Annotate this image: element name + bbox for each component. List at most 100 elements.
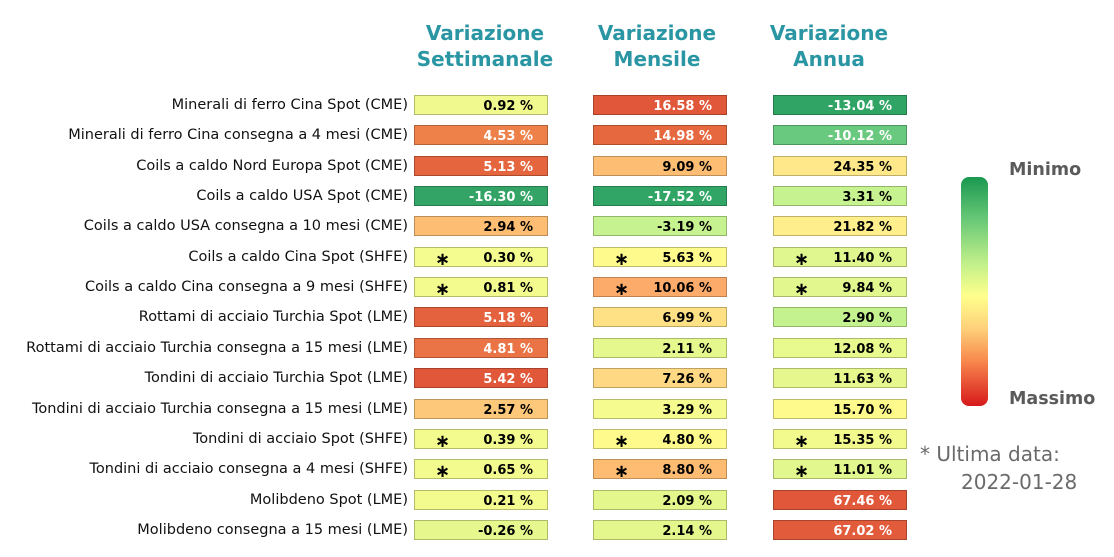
heatmap-cell: 67.46 % <box>773 489 907 510</box>
column-header: Variazione Settimanale <box>395 20 575 72</box>
heatmap-cell: 11.63 % <box>773 368 907 389</box>
column-header-line: Variazione <box>597 21 717 45</box>
heatmap-cell: 15.70 % <box>773 398 907 419</box>
heatmap-cell: 0.92 % <box>414 95 548 115</box>
heatmap-cell: ∗ 4.80 % <box>593 428 727 452</box>
cell-value: -13.04 % <box>827 99 892 114</box>
column-header-line: Mensile <box>613 47 701 71</box>
cell-value: 11.01 % <box>833 463 892 479</box>
cell-value: 0.65 % <box>483 463 533 479</box>
cell-value: 12.08 % <box>833 341 892 357</box>
heatmap-cell: 67.02 % <box>773 519 907 540</box>
heatmap-cell: ∗ 0.81 % <box>414 277 548 301</box>
cell-value: -0.26 % <box>477 523 533 539</box>
heatmap-cell: 2.11 % <box>593 337 727 358</box>
color-scale-bar <box>961 177 988 406</box>
heatmap-cell: 2.09 % <box>593 489 727 510</box>
cell-value: 4.81 % <box>483 341 533 357</box>
last-date-marker: ∗ <box>794 248 810 270</box>
cell-value: 0.39 % <box>483 432 533 448</box>
cell-value: 2.57 % <box>483 402 533 418</box>
row-label: Coils a caldo Nord Europa Spot (CME) <box>136 157 408 174</box>
last-date-value: 2022-01-28 <box>961 470 1078 494</box>
cell-value: 2.11 % <box>662 341 712 357</box>
heatmap-cell: -0.26 % <box>414 519 548 540</box>
cell-value: -17.52 % <box>647 190 712 206</box>
cell-value: 0.21 % <box>483 493 533 509</box>
heatmap-cell: -10.12 % <box>773 125 907 146</box>
cell-value: 0.30 % <box>483 250 533 266</box>
heatmap-cell: -16.30 % <box>414 186 548 207</box>
cell-value: 6.99 % <box>662 311 712 327</box>
heatmap-cell: 16.58 % <box>593 95 727 115</box>
heatmap-cell: 2.90 % <box>773 307 907 328</box>
heatmap-cell: 24.35 % <box>773 155 907 176</box>
column-header-line: Variazione <box>769 21 889 45</box>
cell-value: 2.90 % <box>842 311 892 327</box>
cell-value: 5.18 % <box>483 311 533 327</box>
cell-value: 15.70 % <box>833 402 892 418</box>
last-date-marker: ∗ <box>435 279 451 301</box>
heatmap-cell: 9.09 % <box>593 155 727 176</box>
heatmap-cell: 2.94 % <box>414 216 548 237</box>
last-date-marker: ∗ <box>435 248 451 270</box>
cell-value: 0.92 % <box>483 99 533 114</box>
cell-value: 16.58 % <box>653 99 712 114</box>
row-label: Tondini di acciaio Turchia consegna a 15… <box>31 400 408 417</box>
cell-value: 2.94 % <box>483 220 533 236</box>
cell-value: 5.42 % <box>483 372 533 388</box>
heatmap-cell: 4.81 % <box>414 337 548 358</box>
heatmap-cell: 21.82 % <box>773 216 907 237</box>
heatmap-cell: 7.26 % <box>593 368 727 389</box>
cell-value: 8.80 % <box>662 463 712 479</box>
heatmap-cell: 5.13 % <box>414 155 548 176</box>
last-date-marker: ∗ <box>614 430 630 452</box>
row-label: Minerali di ferro Cina Spot (CME) <box>171 97 408 113</box>
row-label: Coils a caldo USA Spot (CME) <box>196 188 408 205</box>
legend-max-label: Massimo <box>1009 389 1096 409</box>
heatmap-cell: ∗ 8.80 % <box>593 459 727 483</box>
row-label: Tondini di acciaio Spot (SHFE) <box>192 430 408 447</box>
cell-value: 4.80 % <box>662 432 712 448</box>
cell-value: 67.02 % <box>833 523 892 539</box>
row-label: Coils a caldo USA consegna a 10 mesi (CM… <box>83 218 408 235</box>
heatmap-cell: 2.14 % <box>593 519 727 540</box>
heatmap-cell: ∗ 15.35 % <box>773 428 907 452</box>
last-date-marker: ∗ <box>794 461 810 483</box>
heatmap-cell: 12.08 % <box>773 337 907 358</box>
row-label: Tondini di acciaio consegna a 4 mesi (SH… <box>89 461 409 478</box>
cell-value: 11.63 % <box>833 372 892 388</box>
column-header-line: Annua <box>793 47 865 71</box>
last-date-marker: ∗ <box>614 461 630 483</box>
heatmap-cell: ∗ 0.39 % <box>414 428 548 451</box>
column-header: Variazione Annua <box>739 20 919 72</box>
row-label: Rottami di acciaio Turchia Spot (LME) <box>138 309 408 326</box>
last-date-marker: ∗ <box>435 461 451 483</box>
cell-value: 24.35 % <box>833 159 892 175</box>
cell-value: 9.09 % <box>662 159 712 175</box>
cell-value: -16.30 % <box>468 190 533 206</box>
row-label: Rottami di acciaio Turchia consegna a 15… <box>26 339 408 356</box>
cell-value: -10.12 % <box>827 129 892 145</box>
heatmap-cell: 2.57 % <box>414 398 548 419</box>
last-date-prefix: * Ultima data: <box>920 442 1060 466</box>
cell-value: -3.19 % <box>656 220 712 236</box>
heatmap-cell: ∗ 0.30 % <box>414 246 548 270</box>
column-header-line: Settimanale <box>416 47 554 71</box>
cell-value: 14.98 % <box>653 129 712 145</box>
cell-value: 2.09 % <box>662 493 712 509</box>
cell-value: 10.06 % <box>653 281 712 297</box>
cell-value: 67.46 % <box>833 493 892 509</box>
legend-min-label: Minimo <box>1009 160 1082 180</box>
cell-value: 15.35 % <box>833 432 892 448</box>
heatmap-cell: ∗ 5.63 % <box>593 246 727 269</box>
heatmap-cell: 3.31 % <box>773 186 907 207</box>
heatmap-cell: 14.98 % <box>593 125 727 146</box>
heatmap-cell: 0.21 % <box>414 489 548 510</box>
row-label: Coils a caldo Cina Spot (SHFE) <box>188 248 408 265</box>
heatmap-cell: ∗ 10.06 % <box>593 277 727 300</box>
cell-value: 3.31 % <box>842 190 892 206</box>
heatmap-cell: ∗ 9.84 % <box>773 277 907 300</box>
cell-value: 5.13 % <box>483 159 533 175</box>
last-date-marker: ∗ <box>794 430 810 452</box>
